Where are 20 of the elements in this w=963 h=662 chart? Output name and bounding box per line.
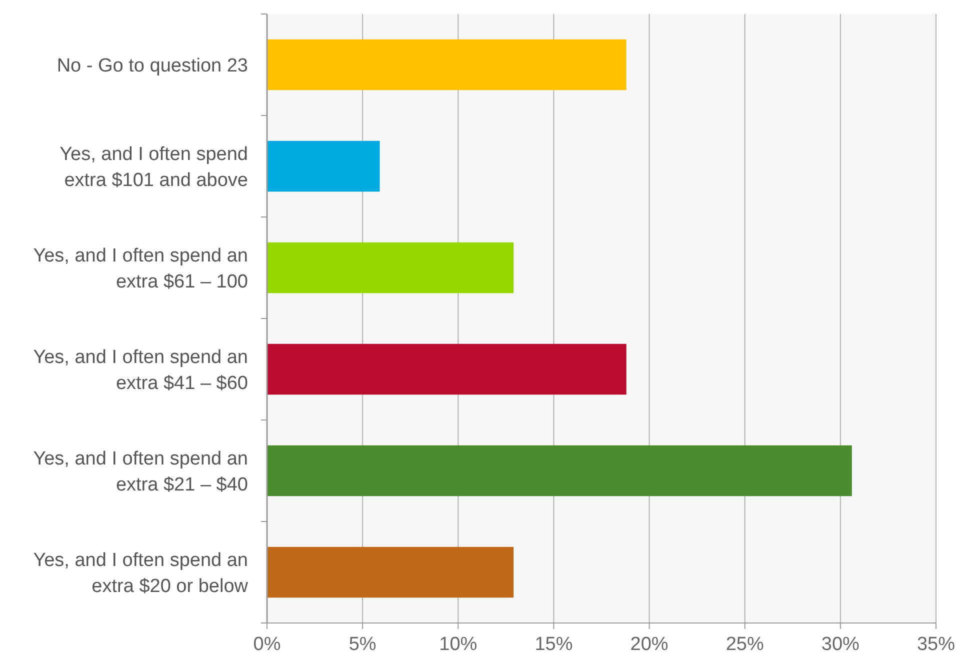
bar <box>267 39 626 90</box>
y-tick-label: Yes, and I often spend an extra $41 – $60 <box>33 346 248 394</box>
y-tick-label: Yes, and I often spend extra $101 and above <box>60 144 248 191</box>
y-tick-label: No - Go to question 23 <box>56 55 248 76</box>
bar <box>267 445 852 496</box>
y-tick-label: Yes, and I often spend an extra $61 – 100 <box>33 245 248 292</box>
x-tick-label: 35% <box>916 634 956 655</box>
bar <box>267 546 514 598</box>
y-tick-label: Yes, and I often spend an extra $21 – $40 <box>33 448 248 496</box>
bar <box>267 242 514 294</box>
x-tick-label: 15% <box>534 634 573 655</box>
bar <box>267 344 626 395</box>
x-tick-label: 25% <box>726 634 764 655</box>
x-tick-label: 20% <box>630 634 668 655</box>
x-tick-label: 30% <box>821 634 860 655</box>
bar <box>267 140 380 192</box>
x-tick-label: 10% <box>439 634 478 655</box>
y-tick-label: Yes, and I often spend an extra $20 or below <box>33 550 248 597</box>
x-tick-label: 5% <box>348 634 376 655</box>
x-tick-label: 0% <box>253 634 281 655</box>
